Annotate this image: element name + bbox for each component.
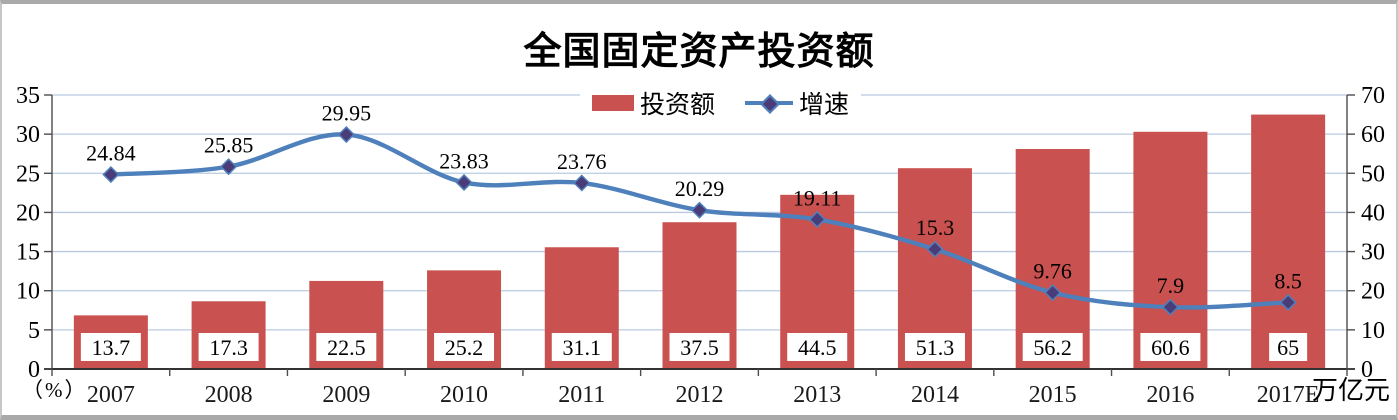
bar-label-2011: 31.1 [563, 335, 602, 360]
category-label-2015: 2015 [1029, 382, 1077, 408]
line-point-2012 [690, 201, 709, 219]
bar-label-2014: 51.3 [916, 335, 955, 360]
legend-bar-swatch-icon [592, 95, 634, 111]
legend-label-investment: 投资额 [640, 92, 716, 119]
line-point-2015 [1044, 284, 1062, 302]
category-label-2008: 2008 [205, 382, 253, 408]
bar-label-2010: 25.2 [445, 335, 484, 360]
legend-item-investment: 投资额 [592, 85, 715, 121]
bar-label-2016: 60.6 [1151, 335, 1190, 360]
chart-title: 全国固定资产投资额 [523, 31, 875, 73]
bar-label-box-2007 [80, 333, 141, 361]
line-point-2009 [337, 125, 355, 144]
line-point-2008 [220, 158, 238, 176]
line-point-2016 [1161, 298, 1179, 316]
legend: 投资额 增速 [580, 85, 862, 121]
bar-label-box-2010 [434, 333, 495, 361]
point-label-2017E: 8.5 [1274, 268, 1302, 293]
point-label-2010: 23.83 [439, 148, 489, 173]
category-label-2017E: 2017E [1257, 382, 1320, 408]
point-label-2007: 24.84 [86, 141, 136, 166]
bar-label-box-2016 [1140, 333, 1201, 361]
point-label-2015: 9.76 [1033, 259, 1072, 284]
left-axis-tick-label-30: 30 [16, 122, 40, 148]
bar-label-2017E: 65 [1277, 335, 1299, 360]
legend-item-growth: 增速 [745, 85, 849, 121]
point-label-2014: 15.3 [916, 215, 955, 240]
bar-label-box-2011 [551, 333, 612, 361]
right-axis-unit-label: 万亿元 [1311, 376, 1390, 405]
left-axis-unit-label: （%） [22, 378, 88, 402]
category-label-2010: 2010 [440, 382, 488, 408]
right-axis-tick-label-30: 30 [1361, 240, 1385, 266]
bar-2015 [1015, 149, 1090, 369]
line-point-2013 [808, 210, 826, 228]
bar-label-2008: 17.3 [209, 335, 248, 360]
legend-diamond-marker-icon [760, 94, 780, 114]
right-axis-tick-label-0: 0 [1361, 357, 1373, 383]
bar-label-box-2013 [787, 333, 848, 361]
bar-2017E [1251, 114, 1326, 369]
category-label-2011: 2011 [558, 382, 605, 408]
point-label-2009: 29.95 [322, 101, 372, 126]
bar-label-2007: 13.7 [92, 335, 131, 360]
right-axis-tick-label-10: 10 [1361, 318, 1385, 344]
left-axis-tick-label-35: 35 [16, 83, 40, 109]
bar-2016 [1133, 131, 1208, 369]
point-label-2011: 23.76 [557, 149, 607, 174]
left-axis-tick-label-20: 20 [16, 200, 40, 226]
line-point-2017E [1279, 293, 1297, 312]
category-label-2012: 2012 [676, 382, 724, 408]
point-label-2008: 25.85 [204, 133, 254, 158]
category-label-2016: 2016 [1146, 382, 1194, 408]
line-point-2011 [573, 174, 591, 192]
point-label-2012: 20.29 [675, 176, 725, 201]
legend-label-growth: 增速 [799, 92, 850, 119]
line-point-2014 [926, 240, 944, 258]
bar-label-box-2015 [1022, 333, 1083, 361]
right-axis-tick-label-20: 20 [1361, 279, 1385, 305]
bar-label-box-2012 [669, 333, 730, 361]
bar-label-2009: 22.5 [327, 335, 366, 360]
bar-label-box-2008 [198, 333, 259, 361]
right-axis-tick-label-60: 60 [1361, 122, 1385, 148]
bar-label-2013: 44.5 [798, 335, 837, 360]
bar-label-box-2009 [316, 333, 377, 361]
right-axis-tick-label-50: 50 [1361, 161, 1385, 187]
bar-label-box-2017E [1269, 333, 1308, 361]
left-axis-tick-label-25: 25 [16, 161, 40, 187]
left-axis-tick-label-5: 5 [28, 318, 40, 344]
category-label-2014: 2014 [911, 382, 959, 408]
line-point-2010 [455, 173, 473, 192]
bar-label-2015: 56.2 [1033, 335, 1072, 360]
bar-label-box-2014 [904, 333, 965, 361]
category-label-2007: 2007 [87, 382, 135, 408]
legend-line-swatch-icon [745, 94, 794, 114]
point-label-2016: 7.9 [1157, 273, 1185, 298]
right-axis-tick-label-40: 40 [1361, 200, 1385, 226]
category-label-2009: 2009 [322, 382, 370, 408]
point-label-2013: 19.11 [793, 185, 842, 210]
right-axis-tick-label-70: 70 [1361, 83, 1385, 109]
left-axis-tick-label-15: 15 [16, 240, 40, 266]
chart-canvas: 13.7 17.3 22.5 25.2 31.1 37.5 44.5 51.3 56.2 60.6… [16, 83, 1385, 408]
left-axis-tick-label-10: 10 [16, 279, 40, 305]
line-point-2007 [102, 165, 120, 184]
category-label-2013: 2013 [793, 382, 841, 408]
left-axis-tick-label-0: 0 [28, 357, 40, 383]
bar-label-2012: 37.5 [680, 335, 719, 360]
